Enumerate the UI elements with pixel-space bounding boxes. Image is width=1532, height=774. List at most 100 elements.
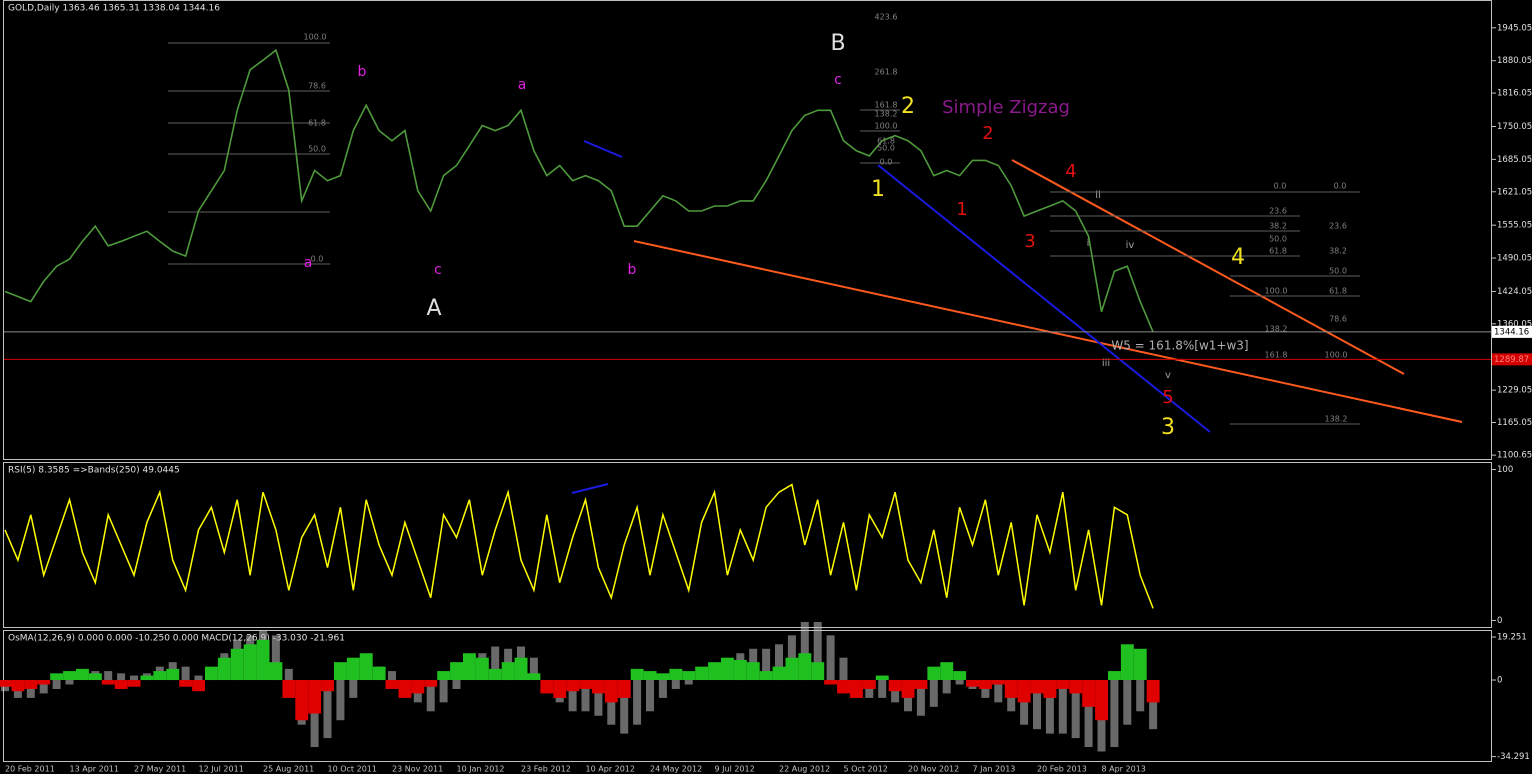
osma-bar	[166, 668, 180, 681]
osma-bar	[862, 680, 876, 689]
annotation: 138.2	[875, 110, 898, 119]
macd-bar	[52, 680, 61, 689]
x-tick-label: 20 Feb 2011	[5, 765, 55, 774]
macd-bar	[336, 680, 345, 721]
macd-bar	[104, 671, 113, 681]
osma-bar	[1133, 648, 1147, 681]
y-tick-label: 100	[1497, 465, 1513, 475]
annotation: c	[434, 262, 442, 278]
annotation: 423.6	[875, 13, 898, 22]
macd-bar	[452, 680, 461, 689]
annotation: b	[628, 262, 637, 278]
osma-bar	[450, 662, 463, 681]
macd-bar	[1110, 680, 1119, 748]
osma-bar	[721, 657, 734, 681]
osma-bar	[1082, 680, 1096, 707]
osma-bar	[630, 668, 644, 681]
osma-bar	[798, 653, 812, 681]
osma-bar	[153, 671, 167, 681]
y-tick-label: 1750.05	[1497, 122, 1532, 132]
x-tick-label: 24 May 2012	[650, 765, 702, 774]
annotation: 100.0	[1265, 287, 1288, 296]
trend-line	[877, 164, 1211, 433]
osma-bar	[37, 680, 51, 685]
annotation: 0.0	[1334, 182, 1347, 191]
macd-bar	[671, 680, 680, 689]
osma-bar	[398, 680, 412, 698]
x-tick-label: 23 Nov 2011	[392, 765, 443, 774]
trend-line	[571, 483, 609, 494]
osma-bar	[888, 680, 902, 692]
annotation: A	[426, 296, 441, 321]
osma-bar	[811, 662, 825, 681]
osma-frame	[3, 630, 1492, 762]
annotation: 1	[956, 199, 967, 220]
price-level-label: 1344.16	[1494, 327, 1529, 337]
annotation: 3	[1161, 415, 1175, 440]
macd-bar	[800, 621, 809, 681]
annotation: 0.0	[1274, 182, 1287, 191]
osma-bar	[759, 671, 773, 681]
osma-title: OsMA(12,26,9) 0.000 0.000 -10.250 0.000 …	[8, 634, 345, 644]
macd-bar	[826, 635, 835, 681]
macd-bar	[1123, 680, 1132, 725]
y-tick-label: 1424.05	[1497, 287, 1532, 297]
trend-lines	[571, 140, 1463, 494]
macd-bar	[388, 671, 396, 681]
y-tick-label: 19.251	[1497, 633, 1527, 643]
osma-bar	[11, 680, 25, 692]
macd-bar	[1058, 680, 1067, 734]
annotation: 261.8	[875, 68, 898, 77]
annotation: 50.0	[308, 145, 326, 154]
annotation: 23.6	[1269, 207, 1287, 216]
macd-bar	[594, 680, 603, 716]
osma-bar	[966, 680, 979, 687]
osma-bar	[901, 680, 915, 698]
macd-bar	[942, 680, 951, 694]
osma-bar	[475, 657, 489, 681]
annotation: 61.8	[877, 137, 895, 146]
macd-bar	[39, 680, 48, 694]
osma-bar	[785, 657, 799, 681]
osma-bar	[940, 662, 954, 681]
osma-bar	[411, 680, 425, 694]
osma-bar	[192, 680, 205, 692]
osma-bar	[346, 657, 360, 681]
osma-bar	[50, 673, 64, 681]
y-tick-label: 1880.05	[1497, 56, 1532, 66]
annotation: a	[518, 77, 527, 93]
osma-bar	[875, 675, 889, 681]
osma-bar	[501, 662, 515, 681]
osma-bar	[669, 668, 683, 681]
osma-bar	[334, 662, 347, 681]
price-level-label: 1289.87	[1494, 355, 1529, 365]
osma-bar	[695, 666, 709, 681]
annotation: 100.0	[304, 33, 327, 42]
y-tick-label: 1945.05	[1497, 23, 1532, 33]
annotation: 138.2	[1265, 325, 1288, 334]
osma-bar	[24, 680, 38, 689]
x-tick-label: 23 Feb 2012	[521, 765, 571, 774]
macd-bar	[65, 680, 74, 685]
macd-bar	[878, 680, 887, 698]
annotation: 161.8	[875, 101, 898, 110]
macd-bar	[117, 673, 126, 681]
osma-bar	[463, 653, 476, 681]
annotation: i	[1087, 238, 1090, 249]
osma-bar	[514, 657, 528, 681]
y-tick-label: 1685.05	[1497, 155, 1532, 165]
osma-bar	[850, 680, 863, 698]
osma-bar	[127, 680, 141, 687]
osma-bar	[140, 675, 154, 681]
osma-bar	[372, 666, 386, 681]
macd-bar	[775, 644, 783, 681]
osma-bar	[179, 680, 193, 687]
osma-bar	[1056, 680, 1070, 689]
osma-bar	[282, 680, 296, 698]
macd-bar	[1045, 680, 1054, 734]
osma-bar	[914, 680, 928, 689]
osma-bar	[114, 680, 128, 689]
annotation: ii	[1095, 190, 1101, 201]
annotation: W5 = 161.8%[w1+w3]	[1111, 339, 1248, 353]
